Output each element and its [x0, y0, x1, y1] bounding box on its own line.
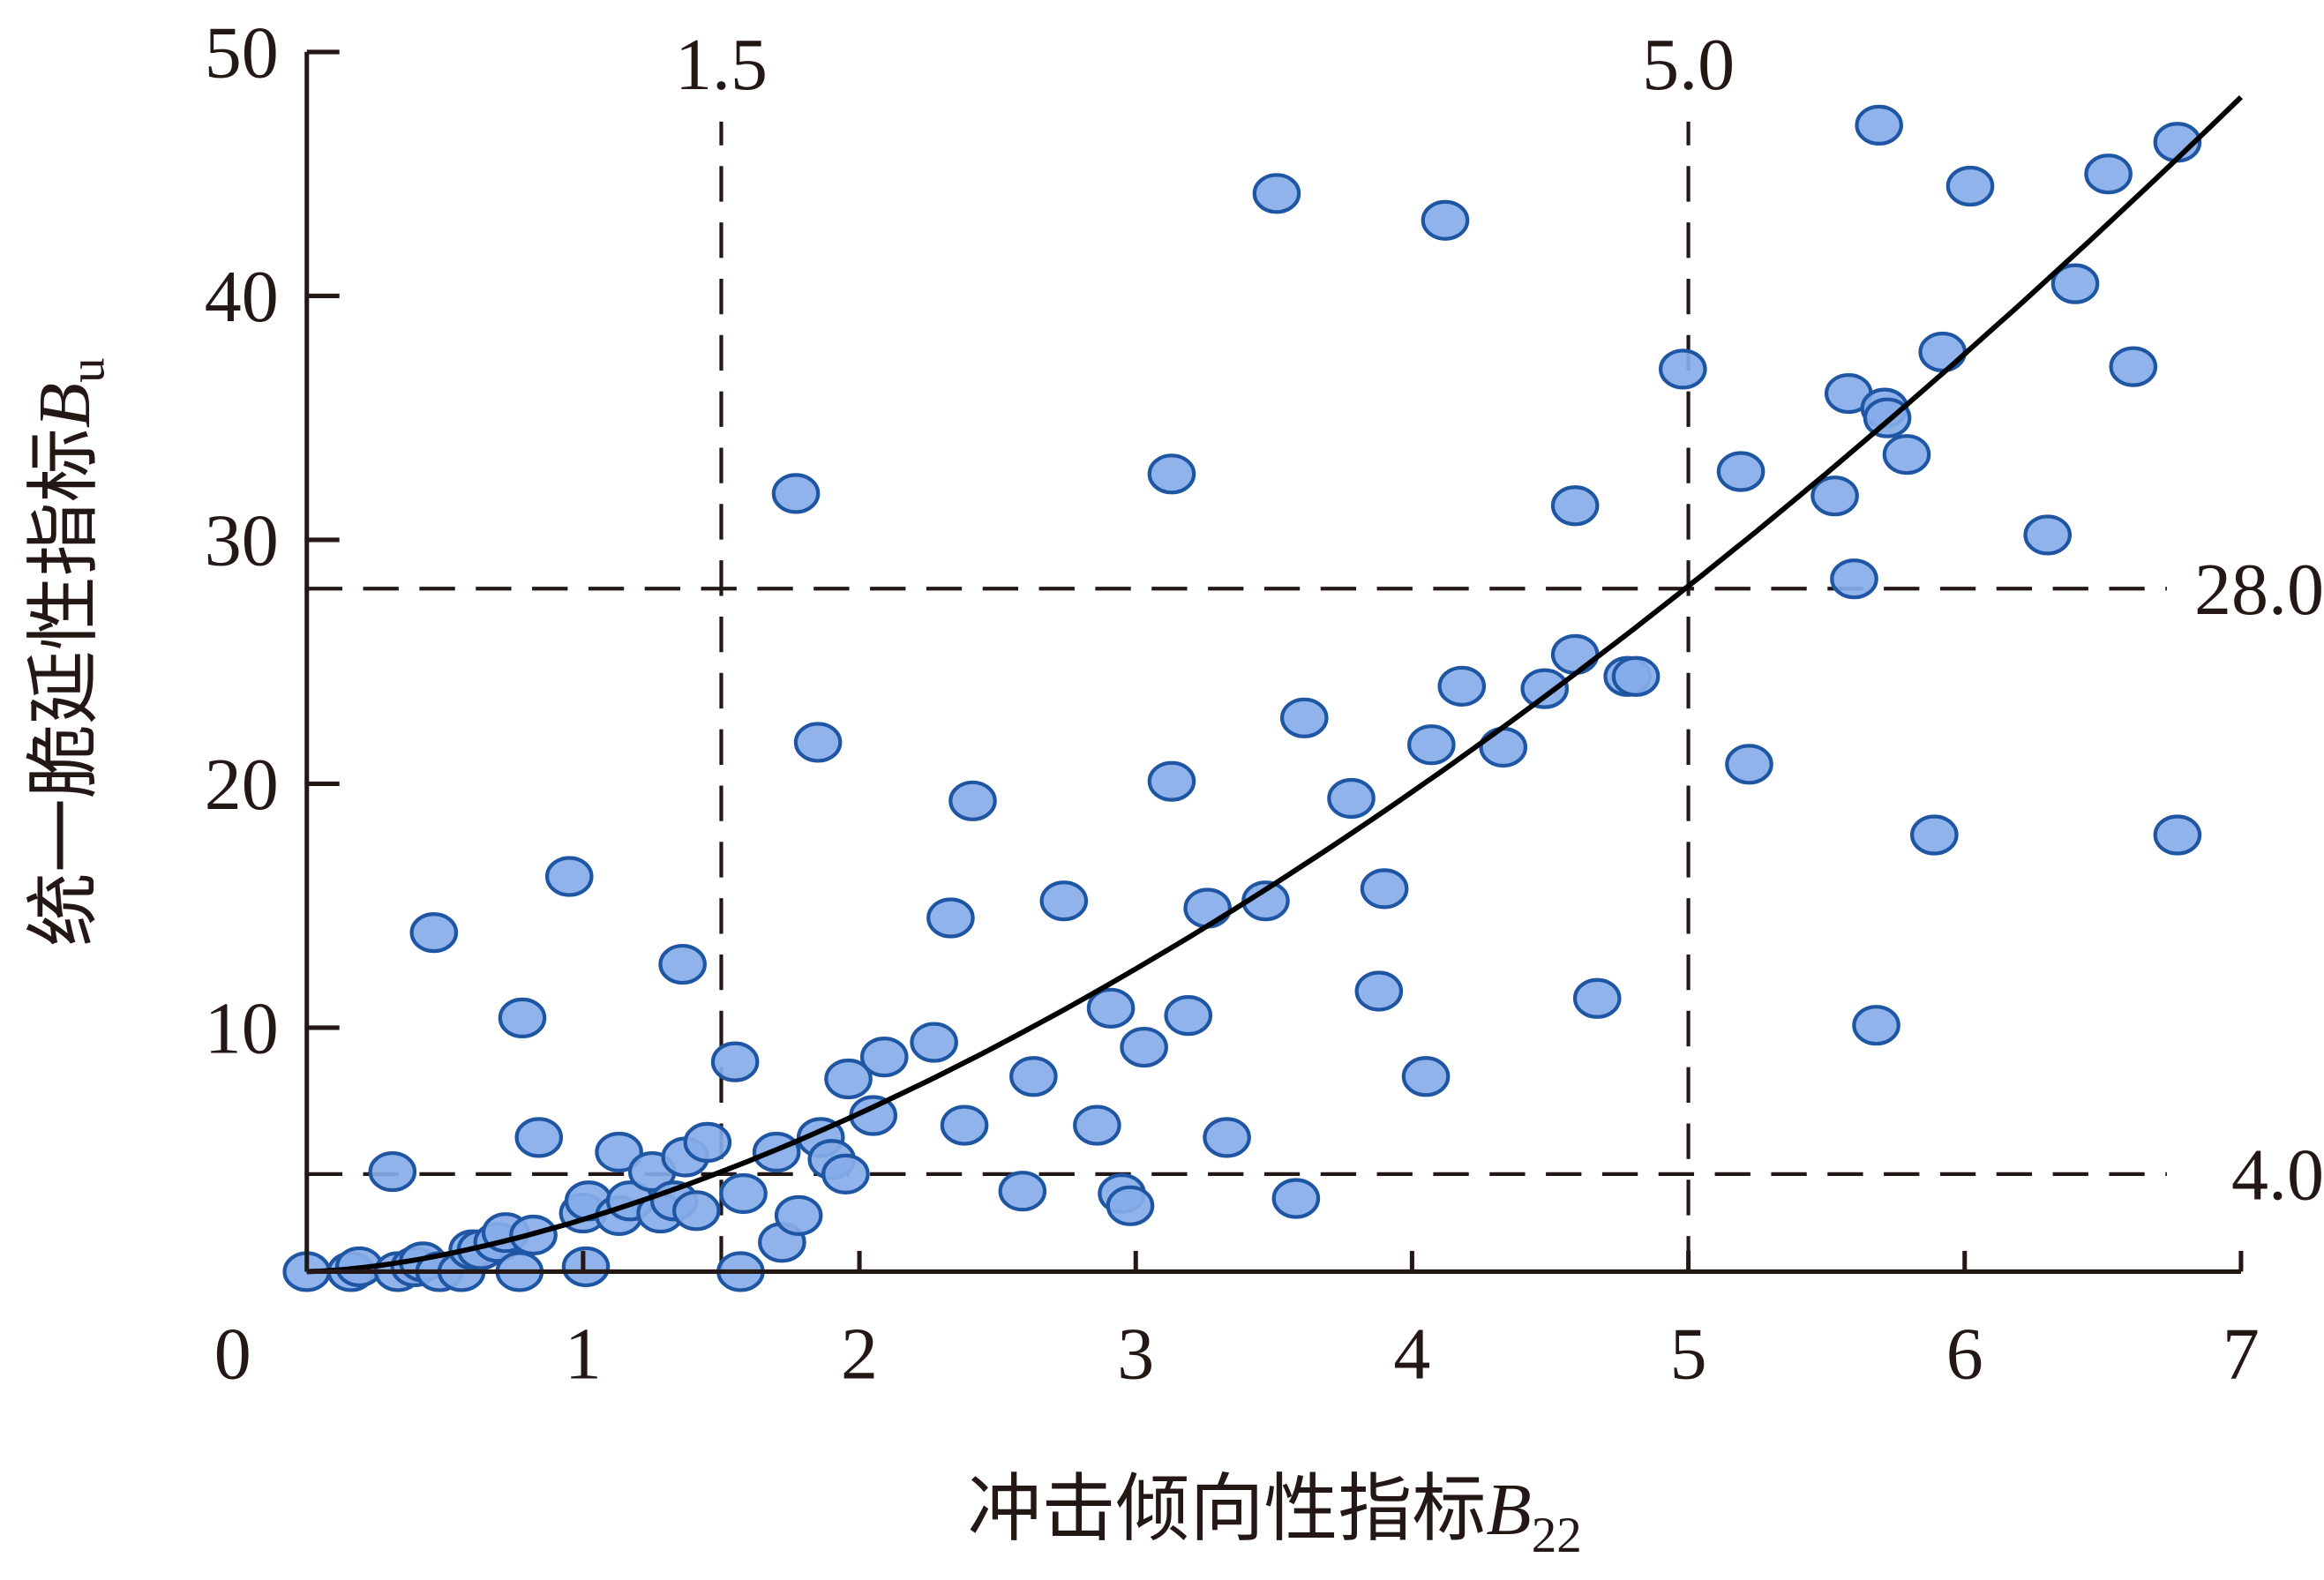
data-point [2023, 514, 2073, 556]
fit-curve [306, 95, 2243, 1275]
data-point [948, 780, 997, 821]
data-point [1401, 1056, 1451, 1097]
data-point [1550, 633, 1600, 675]
data-point [1354, 970, 1404, 1012]
y-tick-label: 40 [205, 256, 279, 338]
data-point [2084, 154, 2133, 195]
data-point [1437, 665, 1487, 707]
data-point [719, 1172, 768, 1215]
data-point [1147, 760, 1196, 802]
data-point [1203, 1117, 1251, 1158]
data-point [1009, 1056, 1058, 1097]
data-point [1852, 1005, 1900, 1046]
data-point [1550, 485, 1600, 527]
data-point [1073, 1105, 1121, 1146]
x-origin-label: 0 [214, 1313, 251, 1395]
data-point [561, 1246, 611, 1288]
data-point [1086, 987, 1136, 1029]
y-tick-label: 30 [205, 499, 279, 581]
data-point [1327, 777, 1376, 820]
data-point [1421, 199, 1470, 241]
data-points [282, 104, 2202, 1292]
data-point [710, 1041, 760, 1082]
y-axis-label: 统一脆延性指标Bu [20, 357, 116, 947]
x-tick-label: 6 [1946, 1313, 1983, 1395]
data-point [1147, 453, 1196, 495]
data-point [1520, 668, 1570, 709]
data-point [1164, 995, 1213, 1037]
data-point [544, 856, 594, 897]
data-point [821, 1153, 870, 1194]
data-point [1183, 887, 1232, 929]
data-point [1479, 726, 1528, 768]
y-tick-label: 20 [205, 744, 279, 826]
data-point [1910, 814, 1959, 856]
data-point [1830, 558, 1878, 600]
data-point [1945, 165, 1995, 207]
y-tick-label: 50 [205, 11, 279, 94]
data-point [2153, 814, 2202, 856]
data-point [1572, 977, 1622, 1019]
x-axis-label: 冲击倾向性指标B22 [968, 1465, 1582, 1563]
data-point [658, 943, 707, 985]
data-point [940, 1105, 989, 1146]
data-point [793, 722, 843, 763]
reference-lines: 1.5 5.0 28.0 4.0 [306, 24, 2324, 1272]
x-tick-label: 3 [1117, 1313, 1154, 1395]
data-point [1855, 104, 1903, 146]
data-point [1279, 697, 1329, 738]
data-point [998, 1171, 1047, 1212]
data-point [1271, 1178, 1321, 1219]
x-tick-label: 1 [565, 1313, 602, 1395]
reference-line-label: 5.0 [1642, 24, 1735, 106]
data-point [926, 897, 975, 939]
data-point [1716, 451, 1765, 492]
y-tick-label: 10 [205, 988, 279, 1070]
data-point [2109, 346, 2158, 387]
data-point [1120, 1026, 1168, 1068]
reference-line-label: 1.5 [675, 24, 768, 106]
x-tick-label: 7 [2223, 1313, 2260, 1395]
x-tick-label: 2 [841, 1313, 878, 1395]
data-point [1039, 880, 1089, 922]
data-point [2050, 263, 2100, 304]
data-point [1252, 173, 1301, 214]
data-point [1611, 655, 1661, 697]
data-point [1882, 434, 1931, 475]
x-tick-label: 4 [1393, 1313, 1430, 1395]
reference-line-label: 28.0 [2194, 549, 2324, 631]
data-point [1360, 868, 1409, 910]
data-point [498, 997, 547, 1038]
data-point [774, 1194, 823, 1236]
data-point [683, 1121, 732, 1164]
data-point [1810, 475, 1859, 517]
data-point [859, 1037, 909, 1078]
x-tick-label: 5 [1670, 1313, 1707, 1395]
reference-line-label: 4.0 [2231, 1134, 2324, 1216]
data-point [1918, 331, 1968, 373]
data-point [672, 1190, 721, 1232]
data-point [409, 912, 459, 954]
data-point [1407, 724, 1456, 766]
data-point [771, 473, 821, 514]
data-point [1106, 1185, 1155, 1226]
data-point [910, 1022, 958, 1063]
data-point [1725, 744, 1773, 785]
data-point [1659, 348, 1707, 390]
data-point [824, 1058, 873, 1100]
data-point [368, 1150, 417, 1193]
data-point [595, 1131, 643, 1173]
axes: 1 2 3 4 5 6 7 10 20 30 40 50 [205, 11, 2260, 1395]
data-point [514, 1117, 564, 1158]
